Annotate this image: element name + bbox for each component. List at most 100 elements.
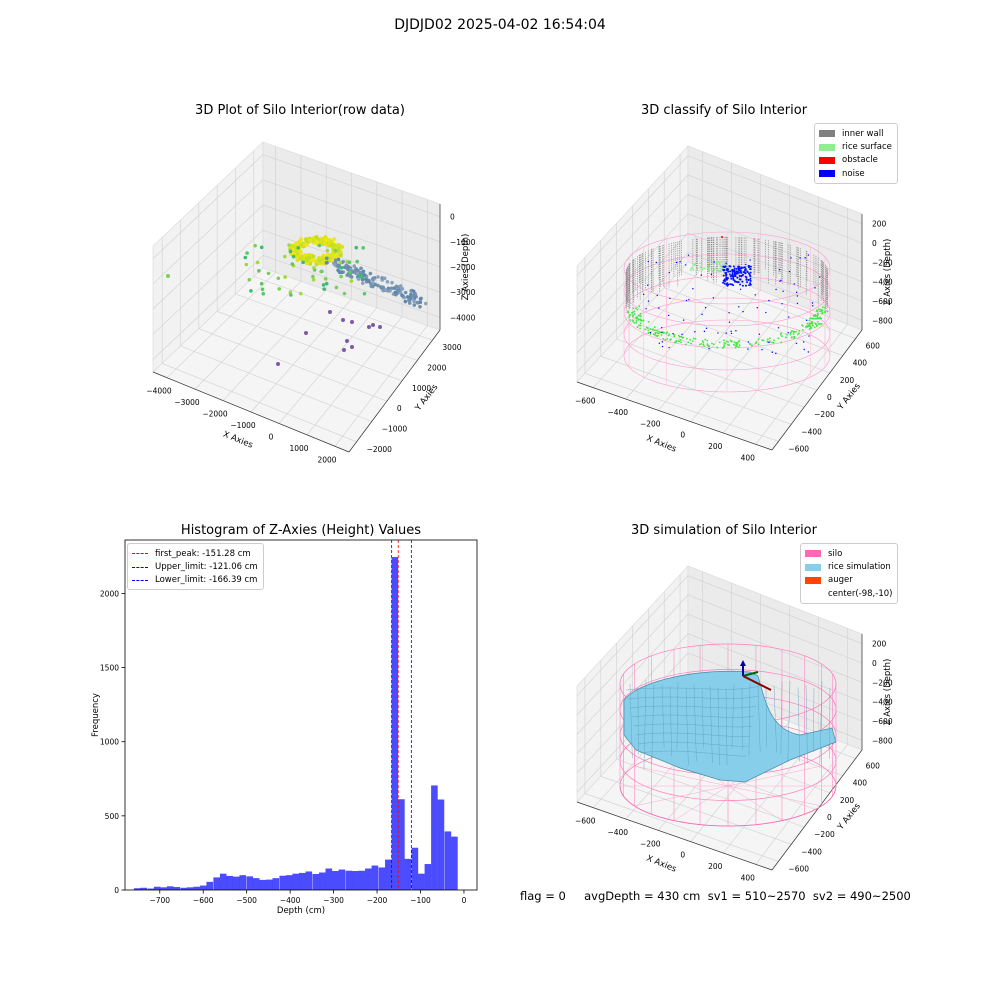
rice-surface-points <box>814 317 817 320</box>
surface-mesh <box>635 732 751 737</box>
noise-points <box>795 291 798 294</box>
x-tick-label: 0 <box>680 431 685 440</box>
noise-points <box>745 263 747 266</box>
z-tick-label: −800 <box>872 316 893 325</box>
rice-surface-points <box>715 261 718 263</box>
noise-points <box>647 260 649 263</box>
rice-surface-points <box>675 340 678 342</box>
rice-surface-points <box>704 338 707 341</box>
histogram-bar <box>318 872 326 890</box>
data-point <box>359 266 363 271</box>
legend-line <box>132 579 148 581</box>
rice-surface-points <box>691 340 694 343</box>
data-point <box>368 271 373 276</box>
noise-points <box>647 284 649 286</box>
rice-surface-points <box>655 334 658 337</box>
rice-surface-points <box>813 326 816 329</box>
legend-swatch <box>805 563 821 571</box>
data-point <box>361 269 366 274</box>
rice-surface-points <box>632 307 635 310</box>
rice-surface-points <box>819 322 822 325</box>
legend-label: rice simulation <box>828 562 891 573</box>
data-point <box>412 299 416 304</box>
rice-surface-points <box>679 339 682 341</box>
data-point <box>336 268 340 272</box>
rice-surface-points <box>680 341 682 344</box>
noise-points <box>747 266 750 269</box>
noise-points <box>701 313 703 316</box>
plot-frame <box>124 539 478 891</box>
rice-surface-points <box>729 339 732 342</box>
rice-surface-points <box>635 321 638 324</box>
data-point <box>340 270 344 274</box>
data-point <box>253 243 257 248</box>
data-point <box>407 301 412 305</box>
data-point <box>324 261 329 265</box>
rice-surface-points <box>638 305 641 308</box>
rice-surface-points <box>708 264 711 267</box>
rice-surface-points <box>699 266 702 269</box>
surface-mesh <box>661 685 665 748</box>
rice-surface-points <box>721 266 723 269</box>
rice-surface-points <box>633 321 636 324</box>
noise-points <box>730 274 733 277</box>
noise-points <box>747 348 749 350</box>
data-point <box>352 264 357 268</box>
rice-surface-points <box>627 310 629 313</box>
rice-surface-points <box>628 316 631 318</box>
noise-points <box>668 346 670 349</box>
y-tick-label: 600 <box>866 342 881 351</box>
data-point <box>333 263 337 267</box>
histogram-bar <box>385 859 392 890</box>
rice-surface-points <box>639 324 642 327</box>
x-tick-label: 2000 <box>317 455 336 464</box>
histogram-bar <box>160 887 167 890</box>
data-point <box>389 286 394 291</box>
rice-surface-points <box>666 338 669 340</box>
noise-points <box>788 270 791 273</box>
histogram-bar <box>140 887 147 890</box>
surface-mesh <box>627 695 759 700</box>
rice-surface-points <box>682 336 685 339</box>
surface-mesh <box>639 750 747 757</box>
rice-surface-points <box>644 328 646 331</box>
x-tick-label: −600 <box>575 817 596 826</box>
data-point <box>304 261 309 266</box>
histogram-bar <box>199 885 207 890</box>
rice-surface-points <box>656 329 658 332</box>
rice-surface-points <box>779 333 782 336</box>
y-tick-label: −600 <box>788 864 809 873</box>
rice-surface-points <box>723 339 725 342</box>
data-point <box>259 245 264 250</box>
noise-points <box>754 294 756 296</box>
y-tick-label: −400 <box>801 847 822 856</box>
data-point <box>333 258 338 263</box>
data-point <box>289 293 293 297</box>
x-tick-label: −100 <box>410 896 431 905</box>
data-point <box>348 270 352 275</box>
raw-scatter <box>166 235 428 366</box>
data-point <box>287 243 291 247</box>
surface-mesh <box>633 723 753 728</box>
data-point <box>321 283 326 287</box>
noise-points <box>739 267 742 270</box>
data-point <box>362 291 367 296</box>
noise-points <box>795 342 798 345</box>
rice-surface-points <box>824 306 826 309</box>
grid-line <box>576 174 863 296</box>
histogram-bar <box>252 878 260 890</box>
rice-surface-points <box>717 261 720 264</box>
rice-surface-points <box>820 317 823 320</box>
grid-line <box>576 193 863 315</box>
data-point <box>394 284 399 289</box>
rice-surface-points <box>801 328 804 331</box>
noise-points <box>730 277 733 280</box>
noise-points <box>749 277 752 280</box>
surface-mesh <box>693 684 697 761</box>
noise-points <box>749 259 751 261</box>
grid-line <box>616 758 805 828</box>
z-tick-label: −400 <box>872 278 893 287</box>
noise-points <box>804 257 806 259</box>
rice-surface-points <box>678 335 681 338</box>
histogram-bar <box>352 871 359 890</box>
